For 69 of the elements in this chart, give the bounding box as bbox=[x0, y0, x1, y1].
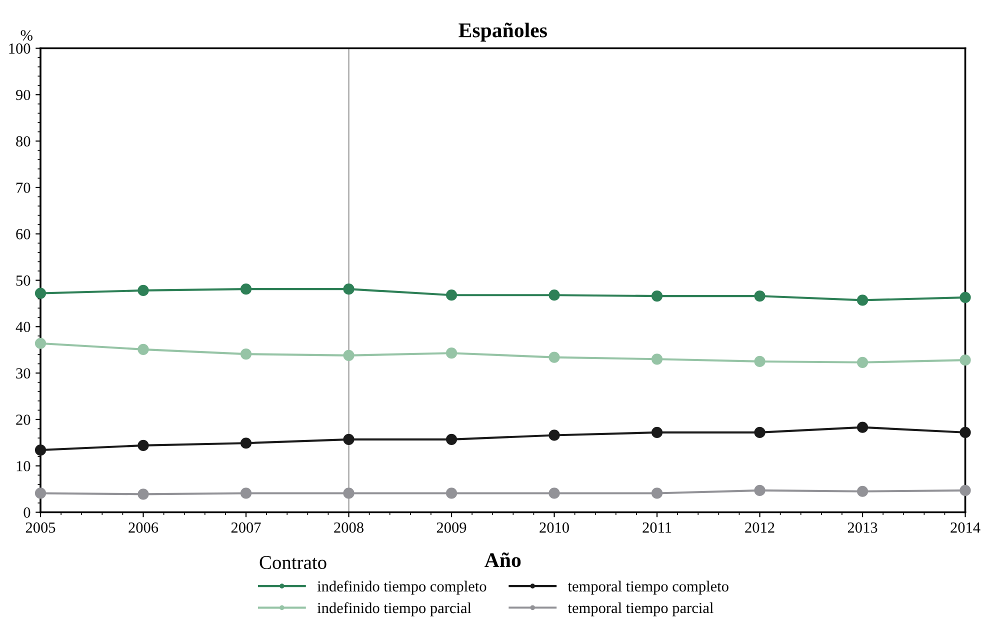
x-tick-label: 2006 bbox=[128, 522, 158, 533]
y-tick-label: 20 bbox=[16, 414, 30, 425]
y-tick-label: 10 bbox=[16, 461, 30, 472]
y-tick-label: 60 bbox=[16, 229, 30, 240]
point bbox=[343, 488, 354, 499]
point bbox=[960, 426, 971, 438]
legend-title: Contrato bbox=[260, 556, 326, 570]
point bbox=[856, 422, 868, 433]
point bbox=[548, 352, 560, 363]
x-tick-label: 2014 bbox=[950, 522, 980, 533]
point bbox=[343, 350, 354, 361]
point bbox=[651, 488, 663, 499]
legend-label: indefinido tiempo parcial bbox=[317, 602, 472, 616]
x-tick-label: 2008 bbox=[334, 522, 364, 533]
point bbox=[240, 438, 252, 449]
y-tick-label: 80 bbox=[16, 136, 30, 147]
point bbox=[138, 488, 149, 500]
x-tick-label: 2010 bbox=[540, 522, 569, 533]
point bbox=[960, 484, 971, 496]
point bbox=[34, 338, 46, 349]
point bbox=[446, 348, 458, 359]
point bbox=[446, 290, 458, 301]
point bbox=[240, 488, 252, 499]
point bbox=[651, 354, 663, 365]
point bbox=[856, 294, 868, 306]
point bbox=[548, 430, 560, 441]
y-tick-label: 50 bbox=[16, 275, 30, 286]
point bbox=[240, 284, 252, 295]
point bbox=[343, 434, 354, 445]
point bbox=[34, 444, 46, 456]
y-tick-label: 40 bbox=[16, 322, 30, 332]
y-axis-title: % bbox=[20, 30, 32, 41]
point bbox=[34, 288, 46, 299]
point bbox=[446, 488, 458, 499]
y-tick-label: 90 bbox=[16, 90, 30, 100]
point bbox=[138, 284, 149, 296]
y-tick-label: 30 bbox=[16, 368, 30, 379]
point bbox=[548, 488, 560, 499]
point bbox=[754, 356, 766, 368]
y-tick-label: 100 bbox=[9, 43, 30, 54]
x-tick-label: 2009 bbox=[436, 522, 466, 533]
chart-title: Españoles bbox=[458, 22, 547, 42]
point bbox=[343, 284, 354, 295]
point bbox=[856, 486, 868, 497]
point bbox=[651, 290, 663, 302]
point bbox=[960, 354, 971, 366]
x-tick-label: 2013 bbox=[848, 522, 878, 533]
point bbox=[240, 348, 252, 360]
x-tick-label: 2011 bbox=[642, 522, 672, 533]
point bbox=[548, 290, 560, 301]
point bbox=[754, 484, 766, 496]
x-tick-label: 2005 bbox=[26, 522, 56, 533]
point bbox=[138, 440, 149, 451]
y-tick-label: 0 bbox=[24, 507, 30, 518]
point bbox=[34, 488, 46, 499]
legend-label: temporal tiempo parcial bbox=[568, 602, 714, 616]
x-axis-title: Año bbox=[484, 552, 521, 568]
x-tick-label: 2012 bbox=[745, 522, 774, 533]
y-tick-label: 70 bbox=[16, 182, 30, 193]
point bbox=[138, 344, 149, 355]
point bbox=[960, 292, 971, 303]
legend-label: indefinido tiempo completo bbox=[317, 580, 486, 595]
x-tick-label: 2007 bbox=[231, 522, 261, 533]
point bbox=[651, 426, 663, 438]
point bbox=[446, 434, 458, 445]
point bbox=[754, 290, 766, 302]
legend-label: temporal tiempo completo bbox=[568, 580, 728, 595]
point bbox=[856, 356, 868, 368]
point bbox=[754, 426, 766, 438]
